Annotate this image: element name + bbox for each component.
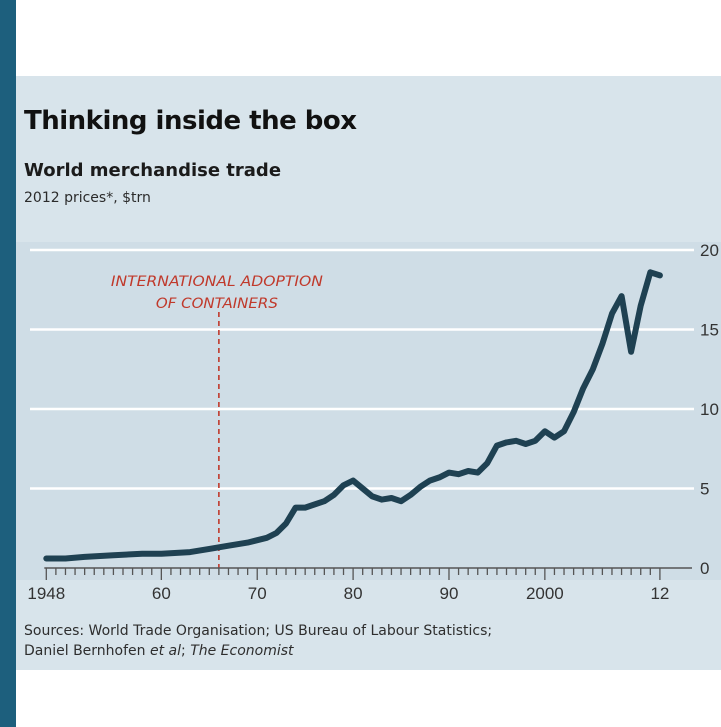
source-line-1: Sources: World Trade Organisation; US Bu… — [24, 623, 493, 639]
x-tick-label: 80 — [344, 584, 363, 603]
y-tick-label: 0 — [700, 559, 709, 578]
x-tick-label: 60 — [152, 584, 171, 603]
y-tick-label: 10 — [700, 400, 719, 419]
x-tick-label: 1948 — [27, 584, 65, 603]
source-line-2: Daniel Bernhofen et al; The Economist — [24, 641, 714, 661]
source-et-al: et al — [149, 643, 182, 659]
y-tick-label: 20 — [700, 242, 719, 260]
annotation-label-line-1: INTERNATIONAL ADOPTION — [111, 274, 324, 290]
chart-card: Thinking inside the box World merchandis… — [16, 0, 721, 727]
chart-units: 2012 prices*, $trn — [24, 190, 151, 206]
gridlines — [30, 248, 694, 490]
x-tick-label: 90 — [440, 584, 459, 603]
y-axis-labels: 0 5 10 15 20 — [700, 242, 719, 578]
x-tick-label: 2000 — [526, 584, 564, 603]
x-axis: 1948 60 70 80 90 2000 12 — [27, 567, 692, 603]
x-tick-label: 12 — [650, 584, 669, 603]
chart-panel: Thinking inside the box World merchandis… — [16, 76, 721, 670]
line-chart: 0 5 10 15 20 INTERNATIONAL ADOPTION OF CONTA… — [16, 242, 721, 603]
source-separator: ; — [181, 643, 191, 659]
y-tick-label: 15 — [700, 321, 719, 340]
source-publication: The Economist — [190, 643, 294, 659]
annotation-label-line-2: OF CONTAINERS — [156, 296, 278, 312]
annotation-layer: INTERNATIONAL ADOPTION OF CONTAINERS — [111, 274, 324, 568]
y-tick-label: 5 — [700, 480, 709, 499]
plot-background — [16, 242, 721, 580]
source-note: Sources: World Trade Organisation; US Bu… — [24, 621, 714, 661]
chart-title: Thinking inside the box — [24, 106, 357, 136]
chart-subtitle: World merchandise trade — [24, 160, 282, 181]
series-line-world-trade — [43, 269, 663, 562]
x-tick-label: 70 — [248, 584, 267, 603]
source-authors: Daniel Bernhofen — [24, 643, 150, 659]
